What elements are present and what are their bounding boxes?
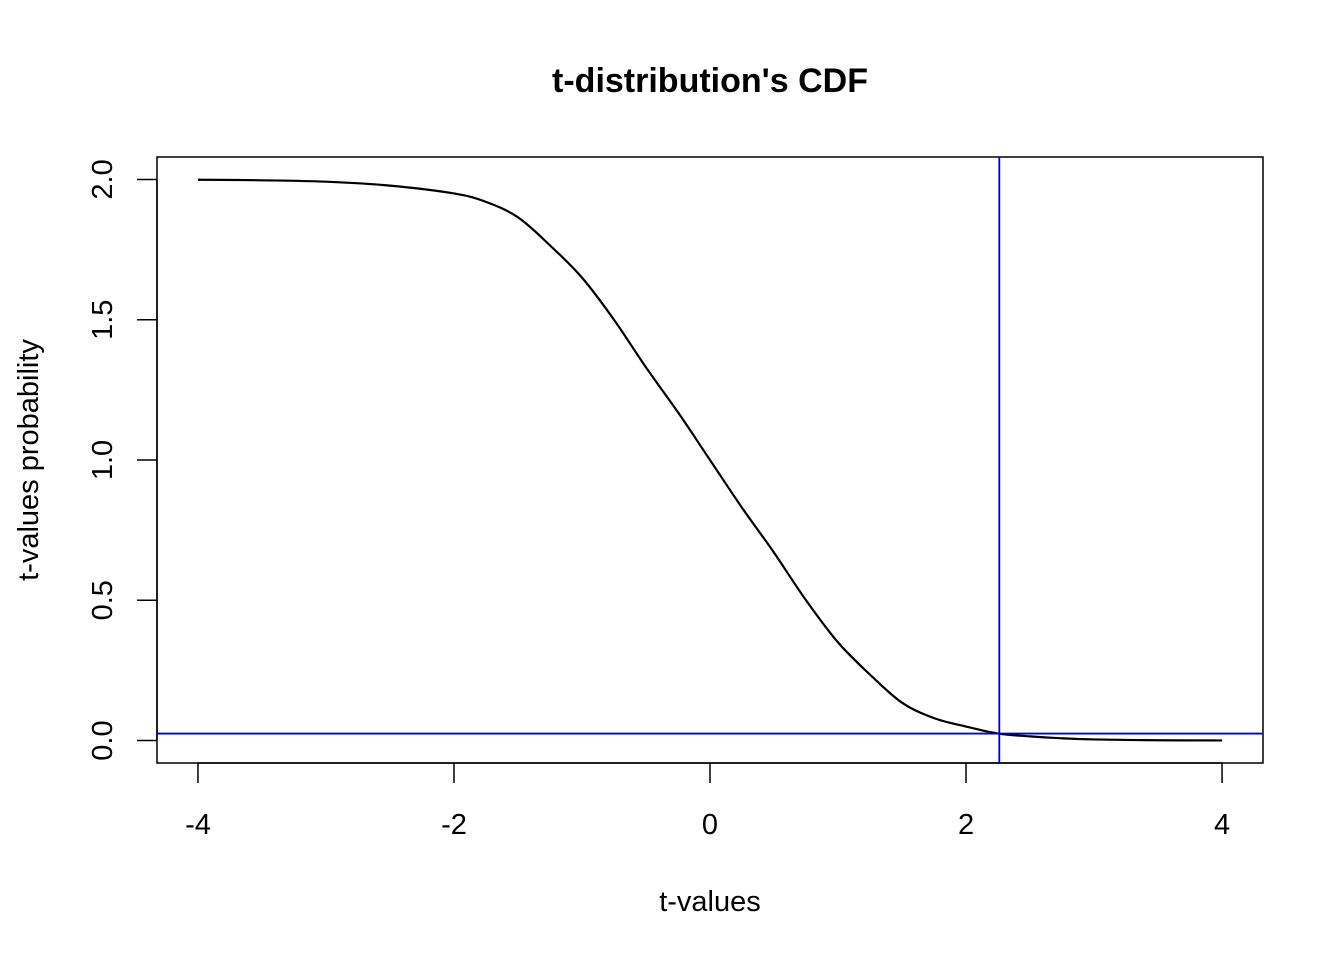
reference-lines [157,157,1263,763]
y-axis: 0.0 0.5 1.0 1.5 2.0 [87,159,158,761]
series-layer [197,178,1223,742]
x-tick-label: 4 [1214,809,1230,841]
x-tick-label: -4 [185,809,211,841]
y-tick-label: 0.0 [87,720,119,760]
chart-title: t-distribution's CDF [552,62,868,100]
y-tick-label: 1.5 [87,300,119,340]
x-tick-label: -2 [441,809,467,841]
cdf-curve [197,178,1223,742]
y-tick-label: 1.0 [87,440,119,480]
x-tick-label: 0 [702,809,718,841]
x-tick-label: 2 [958,809,974,841]
y-tick-label: 2.0 [87,159,119,199]
x-axis-label: t-values [659,886,761,918]
y-axis-label: t-values probability [13,339,45,581]
x-axis: -4 -2 0 2 4 [185,762,1230,841]
y-tick-label: 0.5 [87,580,119,620]
